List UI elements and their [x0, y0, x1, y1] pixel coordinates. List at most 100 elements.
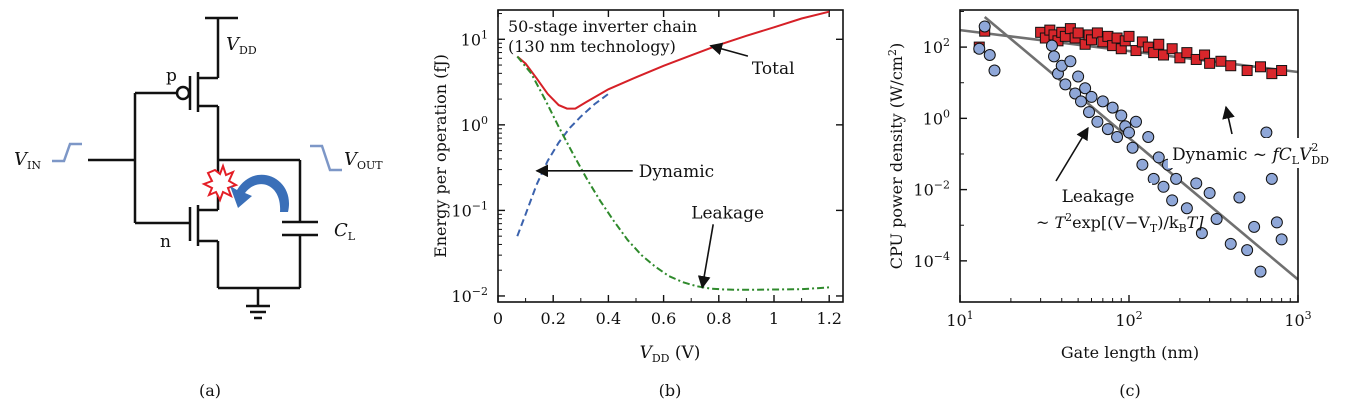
leakage-point	[1048, 50, 1061, 63]
input-pulse-icon	[52, 142, 82, 163]
x-tick-label: 102	[1115, 309, 1142, 330]
x-tick-label: 101	[946, 309, 973, 330]
spark-icon	[201, 163, 239, 203]
leakage-point	[1045, 39, 1058, 52]
leakage-point	[1085, 90, 1098, 103]
leakage_fit-line	[983, 15, 1299, 281]
y-tick-label: 10−2	[913, 179, 950, 200]
x-tick-label: 0.8	[706, 309, 731, 328]
leakage-point	[1265, 172, 1278, 185]
dynamic-point	[1130, 45, 1142, 57]
leakage-point	[1210, 212, 1223, 225]
vdd-label: VDD	[226, 34, 257, 57]
circuit-diagram: VDD p n VIN VOUT CL (a)	[14, 16, 383, 400]
series-total-line	[516, 10, 830, 110]
axis-ticks: 101 102 103 10−4 10−2 100 102	[913, 10, 1312, 330]
energy-chart: 0 0.2 0.4 0.6 0.8 1 1.2 10−2 10−1 100 101 Total Dyn…	[431, 9, 844, 400]
dynamic-point	[1225, 60, 1237, 72]
leakage-point	[1064, 55, 1077, 68]
curved-arrow-icon	[230, 174, 290, 212]
leakage-point	[1083, 106, 1096, 119]
leakage-point	[1275, 233, 1288, 246]
dynamic-point	[1153, 38, 1165, 50]
plot-frame	[497, 9, 844, 303]
leakage-point	[1059, 78, 1072, 91]
dynamic-point	[1123, 30, 1135, 42]
ann_leakage-arrow	[697, 224, 714, 289]
dynamic-point	[1181, 47, 1193, 59]
dynamic_fit-line	[959, 28, 1299, 74]
leakage-point	[1147, 172, 1160, 185]
dynamic-point	[1276, 65, 1288, 77]
leakage-point	[1241, 244, 1254, 257]
leakage-point	[1170, 172, 1183, 185]
x-tick-label: 1.2	[816, 309, 841, 328]
leakage-annotation-bg	[1040, 183, 1152, 231]
dynamic-annotation-arrow	[1222, 105, 1235, 135]
leakage-point	[1260, 126, 1273, 139]
dynamic-point	[1102, 30, 1114, 42]
x-tick-label: 0.6	[651, 309, 676, 328]
axis-ticks: 0 0.2 0.4 0.6 0.8 1 1.2 10−2 10−1 100 101	[451, 10, 843, 328]
dynamic-point	[1255, 61, 1267, 73]
leakage-point	[1106, 101, 1119, 114]
y-tick-label: 10−2	[451, 285, 488, 306]
dynamic-point	[1086, 34, 1098, 46]
y-tick-label: 101	[461, 28, 488, 49]
output-pulse-icon	[310, 144, 342, 172]
dynamic-point	[1166, 43, 1178, 55]
leakage-annotation-arrow	[1055, 126, 1089, 182]
leakage-point	[1157, 180, 1170, 193]
circuit-wires	[88, 16, 318, 320]
leakage-point	[1233, 191, 1246, 204]
leakage-point	[1224, 237, 1237, 250]
chart-c-ylabel: CPU power density (W/cm2)	[886, 43, 906, 269]
x-tick-label: 0.4	[596, 309, 621, 328]
chart-b-title-line2: (130 nm technology)	[508, 37, 676, 56]
chart-b-xlabel: VDD (V)	[640, 343, 701, 365]
y-tick-label: 10−4	[913, 250, 950, 271]
leakage-point	[1069, 87, 1082, 100]
ann_dynamic-label: Dynamic	[639, 162, 714, 182]
leakage-point	[973, 42, 986, 55]
x-tick-label: 1	[769, 309, 779, 328]
leakage-point	[1079, 82, 1092, 95]
vout-label: VOUT	[344, 149, 383, 172]
ann_total-arrow	[709, 42, 749, 57]
leakage-point	[1166, 194, 1179, 207]
x-tick-label: 103	[1284, 309, 1311, 330]
series-dynamic-line	[516, 93, 609, 237]
caption-a: (a)	[199, 381, 221, 400]
pmos-bubble-icon	[175, 85, 191, 101]
leakage-point	[1123, 126, 1135, 139]
leakage-point	[1248, 220, 1261, 233]
caption-b: (b)	[659, 381, 682, 400]
leakage-point	[983, 49, 996, 62]
power-density-chart: 101 102 103 10−4 10−2 100 102 Dynamic ~ fCLV2 D…	[886, 9, 1329, 400]
y-tick-label: 100	[923, 107, 950, 128]
leakage-point	[1075, 95, 1088, 108]
leakage-point	[1072, 70, 1085, 83]
leakage-point	[978, 20, 991, 33]
nmos-label: n	[160, 232, 171, 252]
leakage-point	[1126, 141, 1139, 154]
dynamic-point	[1072, 27, 1084, 39]
leakage-point	[1195, 227, 1208, 240]
series-leakage-line	[516, 55, 830, 291]
leakage-point	[1136, 158, 1149, 171]
leakage-point	[1180, 202, 1193, 215]
cl-label: CL	[334, 220, 356, 243]
dynamic-annotation-bg	[1168, 138, 1318, 168]
leakage-point	[1096, 95, 1109, 108]
leakage-point	[1203, 187, 1216, 200]
leakage-point	[988, 64, 1001, 77]
y-tick-label: 100	[461, 114, 488, 135]
y-tick-label: 102	[923, 36, 950, 57]
vin-label: VIN	[14, 149, 41, 172]
chart-c-xlabel: Gate length (nm)	[1061, 343, 1199, 362]
ann_total-label: Total	[752, 59, 795, 79]
leakage-point	[1091, 115, 1104, 128]
ann_leakage-label: Leakage	[691, 203, 764, 223]
caption-c: (c)	[1119, 381, 1140, 400]
dynamic-annotation: Dynamic ~ fCLV2 DD	[1172, 141, 1329, 167]
